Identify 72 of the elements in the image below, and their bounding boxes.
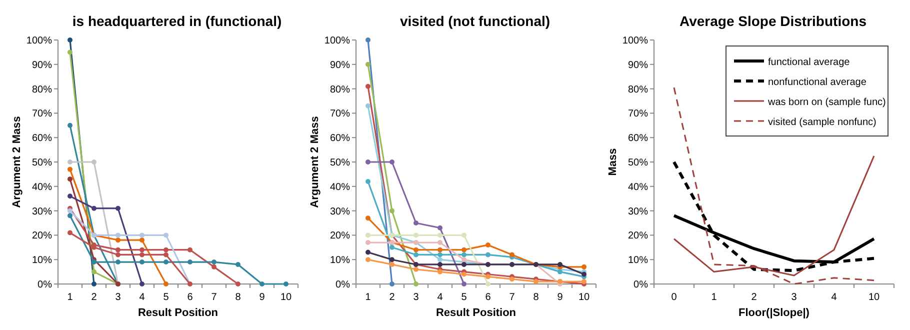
x-tick-label: 4 [139,292,146,303]
y-tick-label: 0% [38,280,52,290]
x-tick-label: 5 [163,292,170,303]
y-axis-title: Mass [607,148,619,176]
x-tick-label: 2 [751,292,758,303]
y-tick-label: 90% [32,60,52,71]
x-tick-label: 8 [235,292,242,303]
x-axis-title: Result Position [436,307,516,319]
y-tick-label: 60% [330,133,350,144]
y-tick-label: 30% [330,206,350,218]
y-tick-label: 50% [330,158,350,168]
x-tick-label: 8 [533,292,540,303]
x-tick-label: 9 [557,292,564,303]
x-tick-label: 7 [509,292,516,303]
y-tick-label: 50% [628,158,648,168]
y-tick-label: 70% [32,108,52,120]
x-tick-label: 10 [868,292,880,303]
x-tick-label: 4 [831,292,838,303]
y-tick-label: 10% [628,255,648,266]
y-tick-label: 100% [622,36,648,46]
x-tick-label: 6 [187,292,194,303]
chart-title: visited (not functional) [400,13,550,29]
x-axis-title: Result Position [138,307,218,319]
legend-label: functional average [768,57,850,68]
y-tick-label: 20% [628,230,648,242]
y-tick-label: 30% [32,206,52,218]
y-tick-label: 80% [32,84,52,96]
x-tick-label: 7 [211,292,218,303]
y-tick-label: 100% [324,36,350,46]
y-tick-label: 80% [628,84,648,96]
y-tick-label: 90% [330,60,350,71]
y-tick-label: 0% [634,280,648,290]
x-tick-label: 1 [711,292,718,303]
x-tick-label: 10 [578,292,590,303]
y-tick-label: 20% [32,230,52,242]
x-tick-label: 1 [67,292,74,303]
legend-label: visited (sample nonfunc) [768,117,876,128]
x-tick-label: 6 [485,292,492,303]
x-tick-label: 10 [280,292,292,303]
y-tick-label: 0% [336,280,350,290]
chart-title: Average Slope Distributions [680,13,867,29]
y-tick-label: 60% [628,133,648,144]
y-tick-label: 70% [330,108,350,120]
y-tick-label: 40% [330,182,350,193]
y-tick-label: 100% [26,36,52,46]
y-tick-label: 50% [32,158,52,168]
x-tick-label: 1 [365,292,372,303]
chart-title: is headquartered in (functional) [72,13,282,29]
x-tick-label: 0 [671,292,678,303]
y-tick-label: 40% [32,182,52,193]
x-tick-label: 2 [91,292,98,303]
y-tick-label: 70% [628,108,648,120]
y-tick-label: 60% [32,133,52,144]
x-tick-label: 3 [413,292,420,303]
x-axis-title: Floor(|Slope|) [738,307,810,319]
x-tick-label: 2 [389,292,396,303]
legend-label: nonfunctional average [768,77,867,88]
y-tick-label: 40% [628,182,648,193]
y-tick-label: 20% [330,230,350,242]
x-tick-label: 4 [437,292,444,303]
y-tick-label: 30% [628,206,648,218]
x-tick-label: 3 [791,292,798,303]
x-tick-label: 9 [259,292,266,303]
y-tick-label: 80% [330,84,350,96]
x-tick-label: 3 [115,292,122,303]
x-tick-label: 5 [461,292,468,303]
legend-label: was born on (sample func) [767,97,886,108]
y-axis-title: Argument 2 Mass [11,116,23,208]
y-tick-label: 90% [628,60,648,71]
y-tick-label: 10% [32,255,52,266]
y-axis-title: Argument 2 Mass [309,116,321,208]
y-tick-label: 10% [330,255,350,266]
